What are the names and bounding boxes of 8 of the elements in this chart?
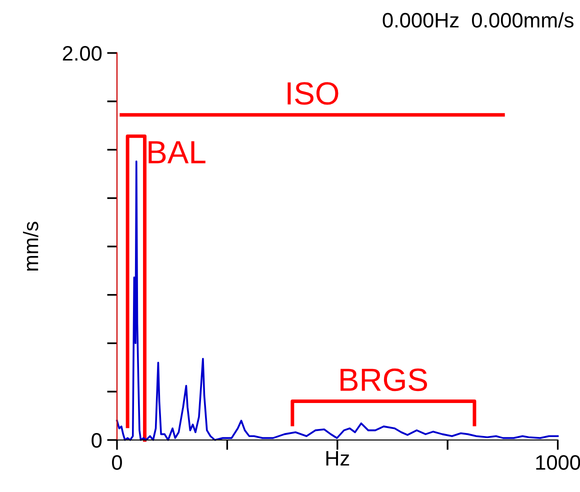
y-axis-title: mm/s xyxy=(22,222,38,271)
x-tick-label: 1000 xyxy=(536,455,580,470)
x-axis-title: Hz xyxy=(326,451,350,466)
annotation: BAL xyxy=(148,141,206,164)
annotation: BRGS xyxy=(340,368,428,392)
y-tick-label: 2.00 xyxy=(62,46,102,61)
text: 0.000Hz 0.000mm/s xyxy=(382,12,574,28)
annotation: ISO xyxy=(288,82,338,105)
